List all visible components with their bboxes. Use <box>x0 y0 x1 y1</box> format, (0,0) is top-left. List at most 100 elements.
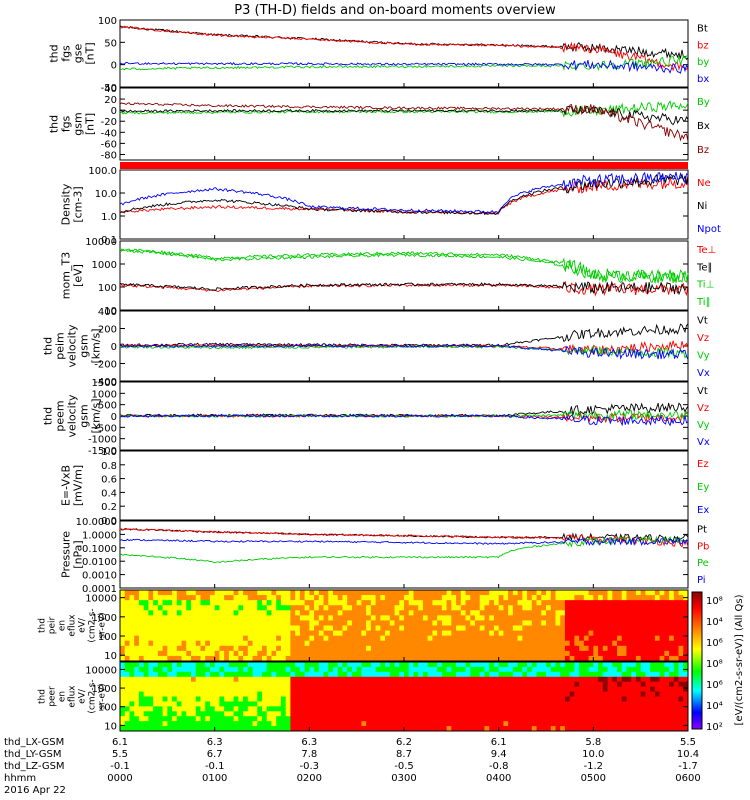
spectrogram-cell <box>493 671 500 678</box>
spectrogram-cell <box>129 666 135 673</box>
spectrogram-cell <box>214 666 220 673</box>
spectrogram-cell <box>314 726 320 732</box>
spectrogram-cell <box>157 615 164 621</box>
panel-frame <box>119 169 689 240</box>
spectrogram-cell <box>205 662 211 668</box>
spectrogram-cell <box>191 696 197 702</box>
spectrogram-cell <box>176 635 183 642</box>
spectrogram-cell <box>214 590 220 596</box>
spectrogram-cell <box>385 662 391 668</box>
spectrogram-cell <box>228 671 235 678</box>
spectrogram-cell <box>299 590 306 596</box>
spectrogram-cell <box>285 615 291 621</box>
spectrogram-cell <box>333 630 339 637</box>
spectrogram-cell <box>527 706 533 712</box>
spectrogram-cell <box>172 595 178 601</box>
spectrogram-cell <box>508 721 514 727</box>
spectrogram-cell <box>295 721 301 727</box>
spectrogram-cell <box>493 650 500 657</box>
spectrogram-cell <box>134 650 140 657</box>
spectrogram-cell <box>266 620 272 626</box>
spectrogram-cell <box>404 640 410 647</box>
spectrogram-cell <box>361 610 367 616</box>
spectrogram-cell <box>370 721 377 727</box>
spectrogram-cell <box>299 625 306 632</box>
spectrogram-cell <box>356 726 362 732</box>
spectrogram-cell <box>243 716 249 722</box>
spectrogram-cell <box>489 716 495 722</box>
spectrogram-cell <box>219 726 225 732</box>
y-tick-label: 1000 <box>92 389 117 400</box>
spectrogram-cell <box>489 640 495 647</box>
spectrogram-cell <box>579 721 585 727</box>
y-tick-label: 20 <box>104 95 117 106</box>
spectrogram-cell <box>366 610 372 616</box>
spectrogram-cell <box>635 625 642 632</box>
spectrogram-cell <box>489 696 495 702</box>
spectrogram-cell <box>209 625 216 632</box>
spectrogram-cell <box>451 635 457 642</box>
spectrogram-cell <box>366 630 372 637</box>
spectrogram-cell <box>669 650 675 657</box>
spectrogram-cell <box>631 681 637 688</box>
y-axis-label: sr-eV) <box>98 683 108 709</box>
spectrogram-cell <box>361 721 367 727</box>
spectrogram-cell <box>441 696 448 702</box>
spectrogram-cell <box>370 610 377 616</box>
spectrogram-cell <box>541 716 547 722</box>
spectrogram-cell <box>394 620 400 626</box>
spectrogram-cell <box>271 711 277 717</box>
spectrogram-cell <box>574 671 580 678</box>
spectrogram-cell <box>678 635 684 642</box>
spectrogram-cell <box>200 686 206 693</box>
spectrogram-cell <box>470 706 476 712</box>
spectrogram-cell <box>205 721 211 727</box>
spectrogram-cell <box>659 711 665 717</box>
spectrogram-cell <box>560 590 566 596</box>
spectrogram-cell <box>650 615 656 621</box>
spectrogram-cell <box>569 590 575 596</box>
spectrogram-cell <box>546 696 552 702</box>
spectrogram-cell <box>631 686 637 693</box>
spectrogram-cell <box>380 625 386 632</box>
spectrogram-cell <box>375 681 381 688</box>
spectrogram-cell <box>134 666 140 673</box>
spectrogram-cell <box>280 615 287 621</box>
spectrogram-cell <box>508 655 514 662</box>
spectrogram-cell <box>498 655 504 662</box>
spectrogram-cell <box>143 605 149 611</box>
spectrogram-cell <box>569 711 575 717</box>
spectrogram-cell <box>167 716 173 722</box>
spectrogram-cell <box>228 620 235 626</box>
spectrogram-cell <box>404 635 410 642</box>
panel-frame <box>119 520 689 589</box>
spectrogram-cell <box>276 686 282 693</box>
spectrogram-cell <box>351 721 358 727</box>
spectrogram-cell <box>375 662 381 668</box>
spectrogram-cell <box>290 635 296 642</box>
spectrogram-cell <box>460 595 467 601</box>
spectrogram-cell <box>441 721 448 727</box>
spectrogram-cell <box>583 686 590 693</box>
spectrogram-cell <box>309 630 315 637</box>
spectrogram-cell <box>262 716 268 722</box>
spectrogram-cell <box>602 600 609 606</box>
spectrogram-cell <box>280 666 287 673</box>
spectrogram-cell <box>347 645 353 652</box>
spectrogram-cell <box>243 726 249 732</box>
y-axis-label: [km/s] <box>90 398 103 433</box>
spectrogram-cell <box>669 671 675 678</box>
spectrogram-cell <box>659 721 665 727</box>
spectrogram-cell <box>508 605 514 611</box>
spectrogram-cell <box>347 726 353 732</box>
spectrogram-cell <box>498 726 504 732</box>
spectrogram-cell <box>418 600 424 606</box>
spectrogram-cell <box>546 620 552 626</box>
spectrogram-cell <box>427 706 433 712</box>
spectrogram-cell <box>176 615 183 621</box>
spectrogram-cell <box>498 590 504 596</box>
spectrogram-cell <box>247 726 254 732</box>
spectrogram-cell <box>280 635 287 642</box>
spectrogram-cell <box>191 711 197 717</box>
